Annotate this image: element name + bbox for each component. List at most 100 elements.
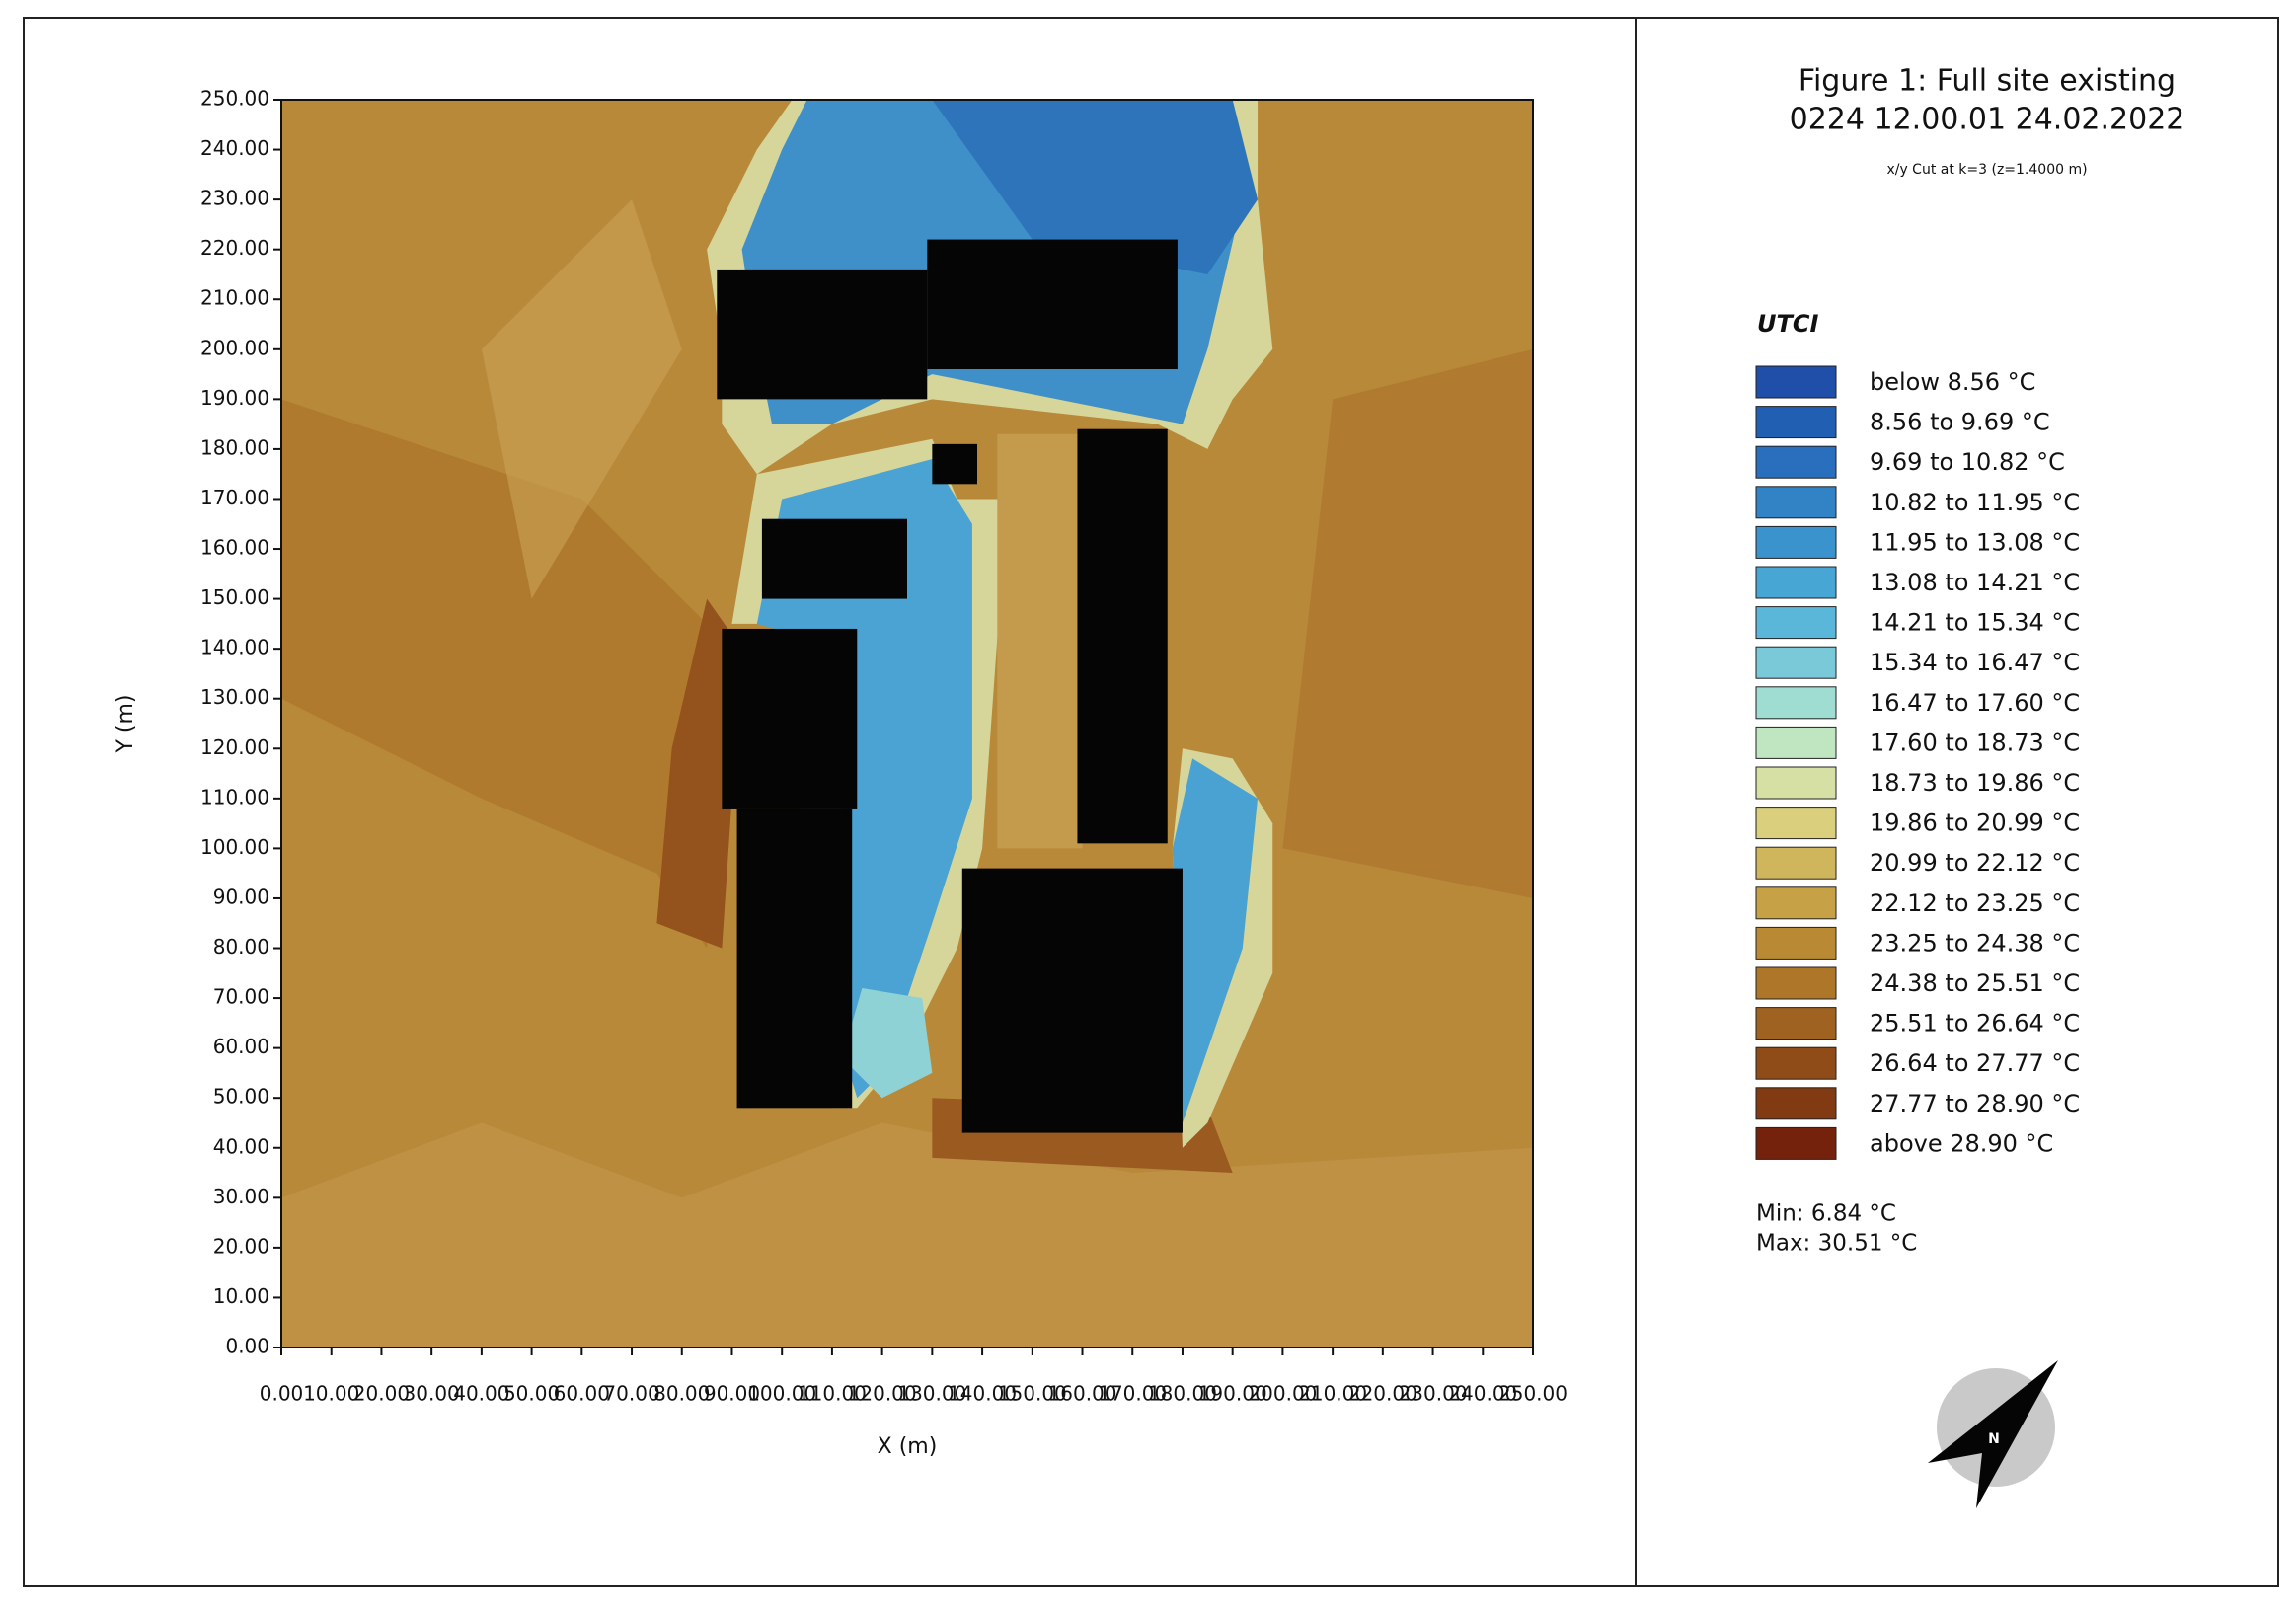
y-tick-label: 120.00	[200, 735, 269, 759]
y-tick-label: 190.00	[200, 386, 269, 410]
x-tick-label: 210.00	[1298, 1382, 1367, 1406]
x-tick-label: 190.00	[1198, 1382, 1267, 1406]
title-line: Figure 1: Full site existing	[1799, 64, 2176, 99]
x-tick-label: 100.00	[747, 1382, 816, 1406]
legend-swatch	[1755, 1087, 1837, 1120]
x-tick-label: 80.00	[653, 1382, 710, 1406]
legend-label: 24.38 to 25.51 °C	[1870, 969, 2080, 997]
legend-swatch	[1755, 846, 1837, 880]
x-tick-label: 40.00	[453, 1382, 509, 1406]
legend-swatch	[1755, 445, 1837, 479]
y-tick-label: 200.00	[200, 336, 269, 359]
legend-label: 18.73 to 19.86 °C	[1870, 769, 2080, 797]
y-tick-label: 100.00	[200, 835, 269, 859]
min-label: Min: 6.84 °C	[1756, 1201, 1896, 1227]
legend-label: 10.82 to 11.95 °C	[1870, 489, 2080, 516]
x-tick-label: 70.00	[603, 1382, 659, 1406]
x-tick-label: 110.00	[798, 1382, 867, 1406]
legend-swatch	[1755, 686, 1837, 720]
legend-label: 20.99 to 22.12 °C	[1870, 849, 2080, 877]
legend-swatch	[1755, 926, 1837, 960]
x-tick-label: 60.00	[554, 1382, 610, 1406]
y-tick-label: 60.00	[213, 1035, 269, 1058]
legend-label: below 8.56 °C	[1870, 368, 2035, 396]
legend-label: 13.08 to 14.21 °C	[1870, 569, 2080, 596]
legend-swatch	[1755, 1046, 1837, 1080]
legend-swatch	[1755, 646, 1837, 679]
y-tick-label: 10.00	[213, 1284, 269, 1308]
legend-label: 25.51 to 26.64 °C	[1870, 1010, 2080, 1038]
legend-swatch	[1755, 525, 1837, 559]
y-tick-label: 170.00	[200, 486, 269, 509]
legend-swatch	[1755, 486, 1837, 519]
x-tick-label: 150.00	[998, 1382, 1067, 1406]
y-tick-label: 20.00	[213, 1234, 269, 1258]
compass-needle	[1928, 1360, 2058, 1508]
legend-swatch	[1755, 1126, 1837, 1160]
compass: N	[1928, 1360, 2058, 1508]
x-tick-label: 140.00	[948, 1382, 1017, 1406]
legend-label: 27.77 to 28.90 °C	[1870, 1090, 2080, 1117]
y-tick-label: 90.00	[213, 885, 269, 908]
legend-label: above 28.90 °C	[1870, 1129, 2053, 1157]
legend-label: 8.56 to 9.69 °C	[1870, 409, 2050, 436]
x-tick-label: 180.00	[1148, 1382, 1217, 1406]
legend-swatch	[1755, 566, 1837, 599]
title-line: 0224 12.00.01 24.02.2022	[1790, 103, 2185, 137]
x-tick-label: 120.00	[848, 1382, 917, 1406]
x-tick-label: 50.00	[503, 1382, 560, 1406]
x-tick-label: 130.00	[897, 1382, 966, 1406]
y-tick-label: 220.00	[200, 236, 269, 260]
legend-label: 23.25 to 24.38 °C	[1870, 929, 2080, 957]
x-tick-label: 90.00	[704, 1382, 760, 1406]
y-tick-label: 250.00	[200, 87, 269, 111]
y-tick-label: 80.00	[213, 935, 269, 959]
y-tick-label: 150.00	[200, 585, 269, 609]
x-tick-label: 230.00	[1399, 1382, 1468, 1406]
x-axis-label: X (m)	[878, 1434, 938, 1459]
y-tick-label: 240.00	[200, 136, 269, 160]
subtitle: x/y Cut at k=3 (z=1.4000 m)	[1886, 162, 2087, 178]
y-tick-label: 130.00	[200, 685, 269, 709]
x-tick-label: 20.00	[353, 1382, 410, 1406]
x-tick-label: 0.00	[260, 1382, 304, 1406]
legend-swatch	[1755, 726, 1837, 759]
x-tick-label: 160.00	[1048, 1382, 1117, 1406]
legend-swatch	[1755, 886, 1837, 920]
y-tick-label: 0.00	[225, 1335, 269, 1358]
x-tick-label: 220.00	[1348, 1382, 1417, 1406]
y-tick-label: 50.00	[213, 1085, 269, 1109]
legend-title: UTCI	[1757, 310, 1818, 338]
x-tick-label: 240.00	[1448, 1382, 1517, 1406]
y-tick-label: 70.00	[213, 985, 269, 1009]
legend-label: 19.86 to 20.99 °C	[1870, 809, 2080, 837]
legend-swatch	[1755, 766, 1837, 800]
y-tick-label: 230.00	[200, 187, 269, 210]
x-tick-label: 250.00	[1498, 1382, 1568, 1406]
legend-swatch	[1755, 966, 1837, 1000]
y-tick-label: 40.00	[213, 1134, 269, 1158]
legend-label: 9.69 to 10.82 °C	[1870, 448, 2065, 476]
legend-label: 16.47 to 17.60 °C	[1870, 689, 2080, 717]
y-axis-label: Y (m)	[114, 694, 138, 753]
legend-label: 11.95 to 13.08 °C	[1870, 528, 2080, 556]
y-tick-label: 140.00	[200, 636, 269, 659]
y-tick-label: 180.00	[200, 435, 269, 459]
compass-label: N	[1988, 1431, 2000, 1447]
legend-swatch	[1755, 365, 1837, 399]
legend-label: 17.60 to 18.73 °C	[1870, 729, 2080, 756]
y-tick-label: 160.00	[200, 536, 269, 560]
y-tick-label: 210.00	[200, 286, 269, 310]
legend-label: 14.21 to 15.34 °C	[1870, 609, 2080, 637]
y-tick-label: 30.00	[213, 1185, 269, 1208]
legend-label: 26.64 to 27.77 °C	[1870, 1049, 2080, 1077]
frame	[23, 17, 2279, 1587]
y-tick-label: 110.00	[200, 785, 269, 809]
max-label: Max: 30.51 °C	[1756, 1231, 1917, 1257]
legend-swatch	[1755, 1007, 1837, 1040]
legend-label: 22.12 to 23.25 °C	[1870, 889, 2080, 917]
plot-frame	[280, 99, 1534, 1348]
x-tick-label: 200.00	[1248, 1382, 1317, 1406]
legend-swatch	[1755, 807, 1837, 840]
